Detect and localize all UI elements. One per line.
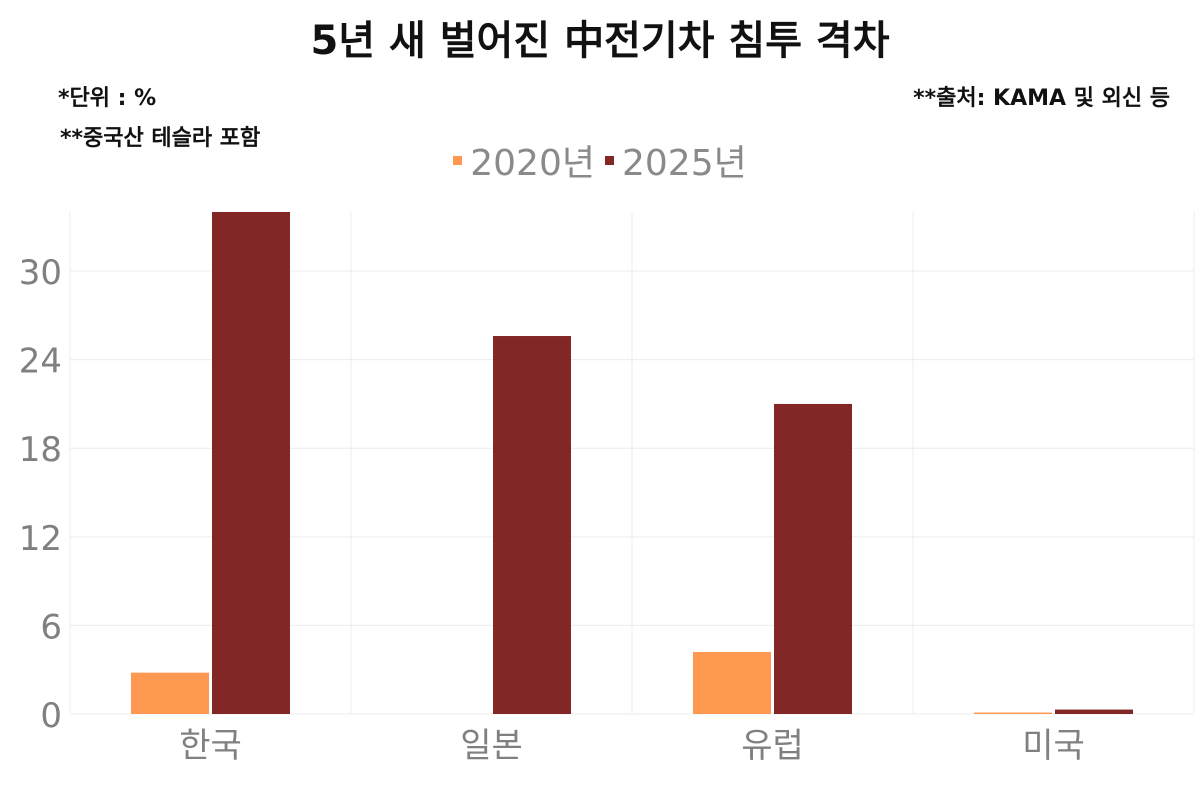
bar-2020-3[interactable]	[974, 712, 1052, 714]
chart-title: 5년 새 벌어진 中전기차 침투 격차	[310, 18, 890, 64]
y-tick-label: 12	[19, 519, 62, 559]
legend-swatch-2020	[453, 155, 463, 165]
legend-label-2020: 2020년	[470, 143, 595, 184]
y-tick-label: 24	[19, 342, 62, 382]
source-note: **출처: KAMA 및 외신 등	[913, 86, 1170, 111]
x-tick-label: 일본	[460, 726, 523, 766]
y-tick-label: 0	[40, 696, 62, 736]
y-tick-label: 6	[40, 607, 62, 647]
bar-2020-0[interactable]	[131, 672, 209, 714]
x-tick-label: 유럽	[741, 726, 804, 766]
x-axis-ticks: 한국 일본 유럽 미국	[179, 726, 1085, 766]
y-axis-ticks: 0 6 12 18 24 30	[19, 253, 62, 736]
x-tick-label: 한국	[179, 726, 242, 766]
x-tick-label: 미국	[1022, 726, 1085, 766]
bar-2025-3[interactable]	[1055, 709, 1133, 714]
legend-label-2025: 2025년	[622, 143, 747, 184]
bar-2025-1[interactable]	[493, 336, 571, 714]
legend-swatch-2025	[605, 155, 614, 165]
tesla-note: **중국산 테슬라 포함	[60, 126, 261, 151]
unit-note: *단위 : %	[58, 86, 157, 111]
y-tick-label: 18	[19, 430, 62, 470]
legend-item-2020[interactable]: 2020년	[453, 134, 595, 186]
bar-2025-0[interactable]	[212, 212, 290, 714]
bar-2025-2[interactable]	[774, 403, 852, 714]
bar-2020-2[interactable]	[693, 651, 771, 714]
legend-item-2025[interactable]: 2025년	[605, 134, 747, 186]
y-tick-label: 30	[19, 253, 62, 293]
legend: 2020년 2025년	[0, 134, 1200, 186]
bars	[131, 212, 1133, 714]
